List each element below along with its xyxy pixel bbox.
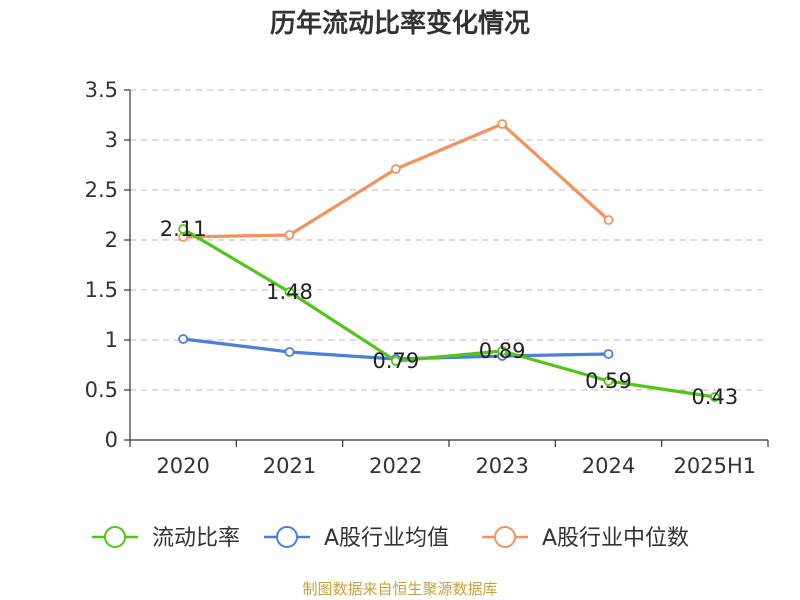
x-tick-label: 2023	[475, 454, 528, 478]
data-point	[178, 334, 189, 344]
data-point	[390, 164, 401, 174]
data-point	[497, 346, 508, 356]
legend-label: A股行业均值	[324, 526, 449, 551]
chart-title: 历年流动比率变化情况	[270, 8, 530, 39]
y-tick-label: 3	[105, 128, 118, 152]
legend-label: 流动比率	[152, 526, 240, 551]
data-point	[603, 349, 614, 359]
x-tick-label: 2024	[582, 454, 635, 478]
legend-marker	[104, 526, 126, 548]
x-tick-label: 2022	[369, 454, 422, 478]
series-lines	[178, 119, 720, 402]
legend-label: A股行业中位数	[542, 526, 689, 551]
data-point	[390, 356, 401, 366]
data-point	[284, 287, 295, 297]
data-label: 0.59	[585, 369, 632, 393]
y-tick-label: 2.5	[85, 178, 118, 202]
grid-lines	[130, 89, 768, 391]
data-label: 0.89	[479, 339, 526, 363]
data-label: 0.79	[372, 349, 419, 373]
legend-marker	[276, 526, 298, 548]
y-tick-label: 1	[105, 328, 118, 352]
y-axis-ticks: 0 0.5 1 1.5 2 2.5 3 3.5	[85, 78, 130, 452]
data-labels: 2.11 1.48 0.79 0.89 0.59 0.43	[160, 217, 738, 409]
y-tick-label: 0	[105, 428, 118, 452]
data-point	[284, 347, 295, 357]
y-tick-label: 0.5	[85, 378, 118, 402]
data-point	[178, 224, 189, 234]
series-line-0	[182, 227, 716, 399]
axes	[129, 90, 768, 441]
y-tick-label: 2	[105, 228, 118, 252]
data-label: 0.43	[691, 385, 738, 409]
data-point	[709, 392, 720, 402]
data-label: 1.48	[266, 280, 313, 304]
legend-marker	[494, 526, 516, 548]
x-tick-label: 2020	[156, 454, 209, 478]
data-label: 2.11	[160, 217, 207, 241]
x-axis-ticks: 2020 2021 2022 2023 2024 2025H1	[129, 440, 769, 478]
data-point	[603, 215, 614, 225]
data-point	[284, 230, 295, 240]
y-tick-label: 1.5	[85, 278, 118, 302]
source-note: 制图数据来自恒生聚源数据库	[302, 580, 497, 598]
y-tick-label: 3.5	[85, 78, 118, 102]
data-point	[603, 376, 614, 386]
x-tick-label: 2025H1	[674, 454, 757, 478]
legend: 流动比率 A股行业均值 A股行业中位数	[92, 526, 689, 551]
series-line-2	[183, 122, 610, 239]
data-point	[497, 119, 508, 129]
x-tick-label: 2021	[263, 454, 316, 478]
